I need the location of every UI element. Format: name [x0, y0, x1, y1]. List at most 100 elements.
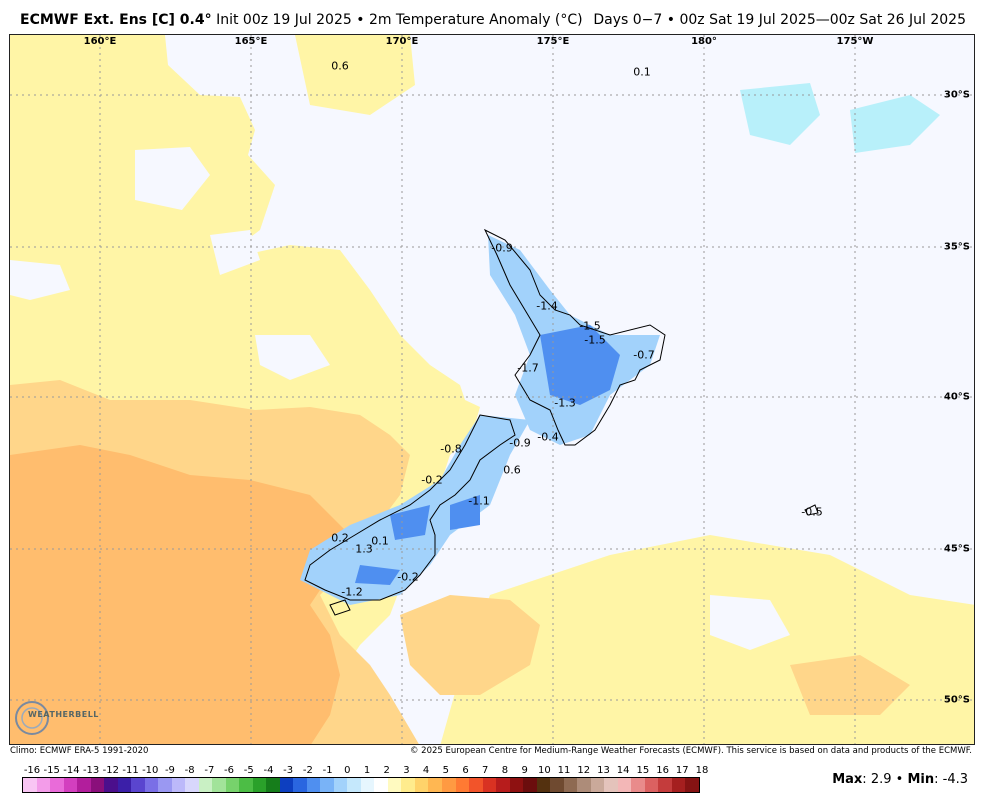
white-patch-east [710, 595, 790, 650]
watermark-text: WEATHERBELL [28, 710, 99, 719]
south-island-coastline [304, 414, 516, 601]
cool-region-ne [740, 83, 820, 145]
chatham-islands [804, 504, 819, 516]
value-label: -1.5 [584, 333, 606, 347]
scale-tick-label: -16 [23, 765, 41, 776]
lat-label: 30°S [943, 89, 970, 101]
scale-swatch [523, 778, 537, 792]
scale-tick-label: 18 [695, 765, 709, 776]
weatherbell-logo: WEATHERBELL [14, 698, 98, 740]
scale-swatch [23, 778, 37, 792]
scale-tick-label: -12 [102, 765, 119, 776]
scale-swatch [631, 778, 645, 792]
scale-tick-label: -9 [164, 765, 175, 776]
scale-swatch [252, 778, 267, 792]
scale-swatch [509, 778, 524, 792]
scale-tick-label: -5 [243, 765, 254, 776]
lon-label: 175°E [536, 36, 570, 47]
scale-tick-label: 9 [521, 765, 528, 776]
scale-tick-label: -8 [184, 765, 195, 776]
scale-swatch [158, 778, 172, 792]
scale-tick-label: -13 [82, 765, 100, 776]
color-scale-ticks: -16 -15 -14 -13 -12 -11 -10 -9 -8 -7 -6 -5 -4 -3 -2 -1 0… [22, 765, 709, 777]
scale-swatch [306, 778, 321, 792]
yellow-region-north [295, 35, 415, 115]
scale-tick-label: -3 [283, 765, 294, 776]
degree-symbol: ° [204, 12, 212, 28]
scale-tick-label: 3 [403, 765, 410, 776]
value-label: -1.3 [554, 396, 576, 410]
scale-tick-label: 17 [675, 765, 689, 776]
lon-label: 160°E [83, 36, 117, 47]
scale-swatch [212, 778, 226, 792]
scale-swatch [333, 778, 348, 792]
scale-swatch [171, 778, 186, 792]
min-value: -4.3 [942, 772, 968, 787]
scale-swatch [198, 778, 213, 792]
product-name: 2m Temperature Anomaly (°C) [368, 12, 583, 28]
white-patch-2 [210, 230, 260, 275]
scale-swatch [374, 778, 388, 792]
scale-swatch [482, 778, 497, 792]
scale-swatch [90, 778, 105, 792]
value-label: -0.4 [537, 430, 559, 444]
climo-note: Climo: ECMWF ERA-5 1991-2020 [10, 746, 149, 756]
scale-swatch [428, 778, 442, 792]
scale-tick-label: 12 [577, 765, 591, 776]
max-min-readout: Max: 2.9 • Min: -4.3 [832, 772, 968, 787]
scale-swatch [414, 778, 429, 792]
header-title: ECMWF Ext. Ens [C] 0.4° Init 00z 19 Jul … [20, 12, 583, 28]
value-label: -0.7 [633, 348, 655, 362]
scale-swatch [455, 778, 470, 792]
scale-swatch [387, 778, 402, 792]
lat-label: 35°S [943, 241, 970, 253]
scale-swatch [131, 778, 145, 792]
value-label: -1.1 [468, 494, 490, 508]
white-patch-4 [255, 335, 330, 380]
value-label: -1.2 [341, 585, 363, 599]
max-label: Max [832, 772, 863, 787]
value-label: -1.4 [536, 299, 558, 313]
scale-swatch [671, 778, 686, 792]
anomaly-map [10, 35, 974, 744]
lat-label: 45°S [943, 543, 970, 555]
scale-tick-label: 1 [363, 765, 371, 776]
scale-swatch [685, 778, 699, 792]
orange-region-se [400, 595, 540, 695]
value-label: 0.6 [503, 463, 521, 477]
value-label: -0.5 [801, 505, 823, 519]
scale-swatch [577, 778, 591, 792]
scale-swatch [185, 778, 199, 792]
valid-period: Days 0−7 • 00z Sat 19 Jul 2025—00z Sat 2… [593, 12, 966, 28]
white-patch-3 [10, 260, 70, 300]
scale-swatch [617, 778, 632, 792]
scale-swatch [441, 778, 456, 792]
model-name: ECMWF Ext. Ens [C] 0.4 [20, 12, 205, 28]
lon-label: 165°E [234, 36, 268, 47]
min-label: Min [907, 772, 935, 787]
scale-swatch [360, 778, 375, 792]
scale-swatch [63, 778, 78, 792]
scale-swatch [144, 778, 159, 792]
scale-tick-label: 13 [597, 765, 610, 776]
lat-label: 50°S [943, 694, 970, 706]
lat-label: 40°S [943, 391, 970, 403]
value-label: 0.1 [633, 65, 651, 79]
value-label: 0.6 [331, 59, 349, 73]
scale-tick-label: 8 [501, 765, 509, 776]
header-bullet: • [356, 12, 365, 28]
map-frame: 160°E 165°E 170°E 175°E 180° 175°W 30°S … [9, 34, 975, 745]
scale-swatch [293, 778, 307, 792]
scale-tick-label: 16 [656, 765, 669, 776]
scale-swatch [225, 778, 240, 792]
scale-tick-label: -11 [122, 765, 139, 776]
scale-swatch [590, 778, 605, 792]
value-label: -0.2 [421, 473, 443, 487]
scale-swatch [563, 778, 578, 792]
scale-swatch [266, 778, 280, 792]
cold-blue-north-island [540, 325, 620, 405]
value-label: -0.2 [397, 570, 419, 584]
scale-tick-label: 4 [422, 765, 430, 776]
scale-tick-label: -1 [322, 765, 333, 776]
scale-swatch [604, 778, 618, 792]
